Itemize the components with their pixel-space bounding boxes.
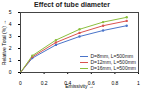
html-text:D=12mm, L=500mm: D=12mm, L=500mm <box>90 59 136 65</box>
html-text:Effect of tube diameter: Effect of tube diameter <box>34 1 110 8</box>
svg-text:Emissivity →: Emissivity → <box>65 83 94 89</box>
svg-text:0.8: 0.8 <box>111 80 118 86</box>
svg-text:0: 0 <box>9 69 12 75</box>
html-text:D=8mm, L=500mm: D=8mm, L=500mm <box>90 53 134 59</box>
svg-text:1: 1 <box>9 57 12 63</box>
svg-text:5: 5 <box>9 9 12 15</box>
html-text:D=16mm, L=500mm: D=16mm, L=500mm <box>90 65 136 71</box>
svg-text:0: 0 <box>19 80 22 86</box>
svg-text:2: 2 <box>9 45 12 51</box>
svg-text:0.2: 0.2 <box>41 80 48 86</box>
svg-text:3: 3 <box>9 33 12 39</box>
svg-text:Relative Total (%) →: Relative Total (%) → <box>1 20 7 65</box>
svg-text:1: 1 <box>137 80 140 86</box>
svg-text:4: 4 <box>9 21 12 27</box>
